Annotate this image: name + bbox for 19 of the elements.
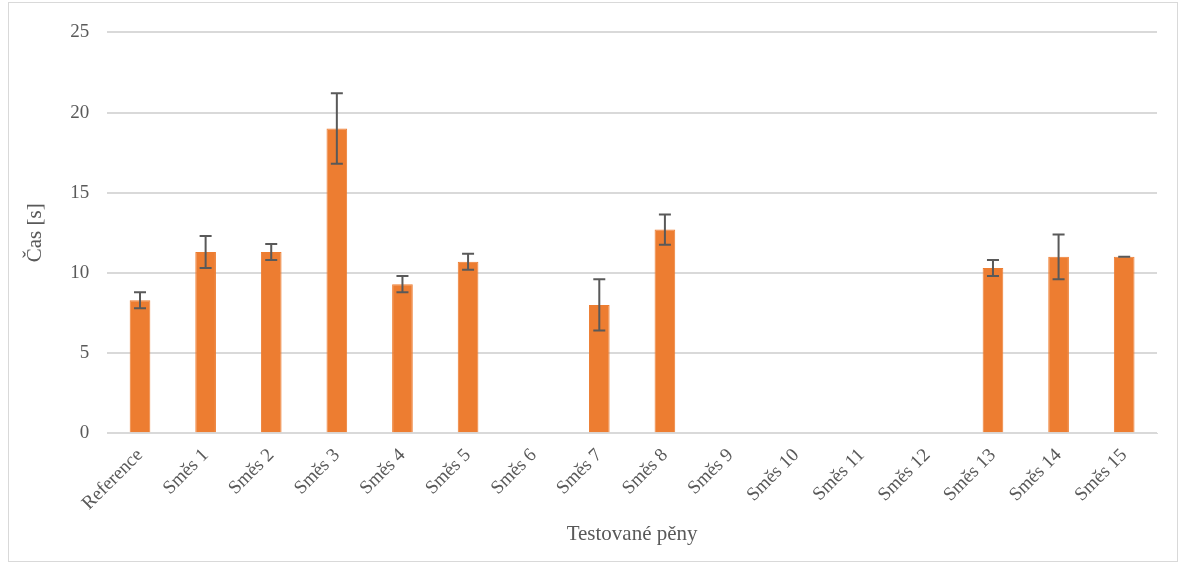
bar — [1113, 256, 1135, 433]
bar — [982, 268, 1004, 433]
y-tick-label: 5 — [79, 341, 90, 363]
bar — [457, 261, 479, 433]
bar — [654, 229, 676, 433]
bar — [260, 252, 282, 433]
y-tick-label: 10 — [70, 260, 90, 282]
y-axis-title: Čas [s] — [22, 203, 47, 263]
bar — [392, 284, 413, 433]
y-tick-label: 15 — [70, 180, 90, 202]
x-axis-title: Testované pěny — [566, 520, 699, 545]
bar — [129, 300, 151, 433]
y-tick-label: 20 — [70, 100, 90, 122]
bar — [326, 128, 348, 433]
bar — [1048, 256, 1069, 433]
bar — [588, 304, 610, 433]
y-tick-label: 25 — [70, 20, 90, 42]
bar — [195, 252, 216, 433]
y-tick-label: 0 — [79, 421, 90, 443]
